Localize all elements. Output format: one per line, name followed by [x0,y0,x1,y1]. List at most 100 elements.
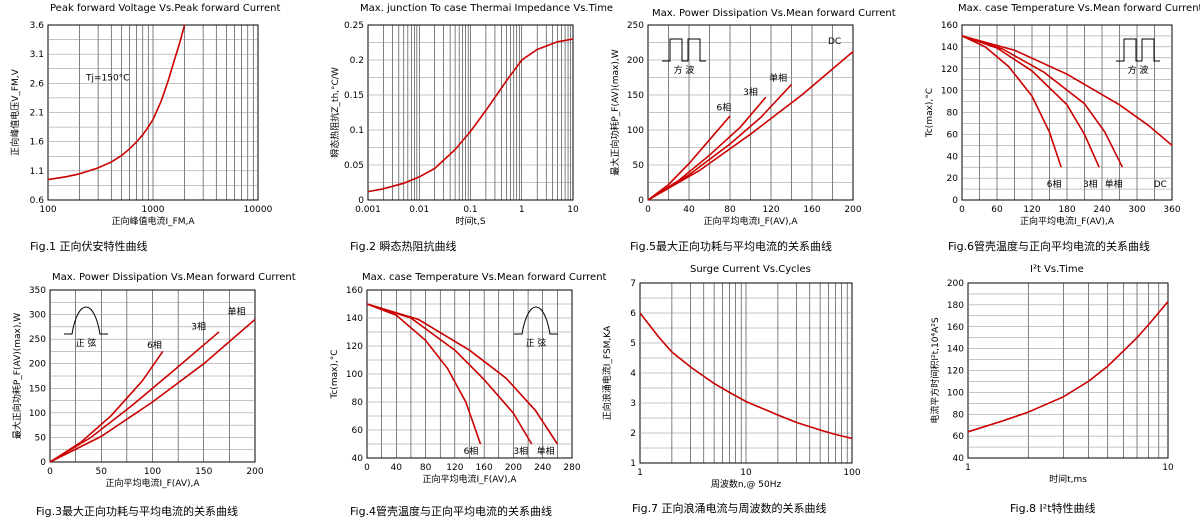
fig4-x-tick-label: 200 [505,463,522,473]
fig2-y-tick-label: 0.05 [344,161,364,171]
fig3-y-tick-label: 0 [40,458,46,468]
fig7-chart: 1 10 100 1 2 3 4 5 6 7 Surge Current Vs.Cycles 周波数n… [601,264,861,515]
fig3-inset-label: 正 弦 [76,337,97,349]
fig4-inset-waveform-icon [514,306,558,335]
fig4-chart: 0 40 80 120 160 200 240 280406080100120140160Ma… [330,272,607,518]
fig5-series-label: 3相 [743,86,758,98]
fig1-y-tick-label: 0.6 [30,196,45,206]
fig6-x-tick-label: 60 [991,205,1003,215]
fig2-y-tick-label: 0.15 [344,91,364,101]
fig5-series-label: 6相 [716,101,731,113]
fig2-caption: Fig.2 瞬态热阻抗曲线 [350,239,457,253]
fig3-y-tick-label: 100 [29,409,46,419]
fig4-y-tick-label: 120 [346,342,363,352]
fig5-series-label: DC [828,37,841,47]
fig4-y-tick-label: 160 [346,286,363,296]
fig8-caption: Fig.8 I²t特性曲线 [1010,501,1096,515]
fig1-y-label: 正向峰值电压V_FM,V [9,68,21,155]
fig6-series-label: 单相 [1105,178,1123,190]
fig6-series-line-4 [961,35,1173,146]
fig3-y-tick-label: 300 [29,311,46,321]
fig6-y-tick-label: 0 [952,196,958,206]
fig4-x-tick-label: 120 [446,463,463,473]
fig8-y-tick-label: 100 [947,388,964,398]
fig7-title: Surge Current Vs.Cycles [690,264,811,275]
fig6-series-line-3 [961,35,1124,168]
fig4-x-tick-label: 160 [476,463,493,473]
fig7-x-tick-label: 1 [637,468,643,478]
fig1-chart: 100 1000 10000 0.6 1.1 1.6 2.1 2.6 3.1 3.6 Peak fo… [9,3,280,253]
fig5-y-tick-label: 0 [638,196,644,206]
fig5-y-tick-label: 150 [627,91,644,101]
fig5-series-line-3 [647,83,793,201]
fig5-x-tick-label: 80 [724,205,736,215]
fig4-title: Max. case Temperature Vs.Mean forward Cu… [362,272,607,283]
fig2-x-label: 时间t,S [455,215,485,227]
fig2-x-tick-label: 0.001 [355,205,381,215]
fig6-y-tick-label: 120 [941,65,958,75]
fig3-y-tick-label: 200 [29,360,46,370]
fig2-chart: 0.001 0.01 0.1 1 10 0 0.05 0.1 0.15 0.2 0.25 Max. j… [329,3,613,253]
fig4-series-label: 3相 [513,445,528,457]
fig4-x-tick-label: 80 [420,463,432,473]
fig1-y-tick-label: 1.6 [30,138,45,148]
fig6-x-label: 正向平均电流I_F(AV),A [1020,215,1115,227]
fig7-y-tick-label: 2 [630,429,636,439]
fig4-series-line-3 [366,303,559,445]
fig1-y-tick-label: 1.1 [30,167,44,177]
fig5-x-tick-label: 40 [683,205,695,215]
fig4-caption: Fig.4管壳温度与正向平均电流的关系曲线 [350,504,552,518]
fig3-x-tick-label: 0 [47,467,53,477]
fig8-y-tick-label: 40 [953,454,965,464]
fig5-y-tick-label: 100 [627,126,644,136]
fig1-y-tick-label: 3.1 [30,50,44,60]
fig6-x-tick-label: 300 [1128,205,1145,215]
fig3-y-tick-label: 50 [35,433,47,443]
fig4-y-tick-label: 40 [352,454,364,464]
fig1-y-tick-label: 3.6 [30,21,45,31]
fig5-x-tick-label: 200 [844,205,861,215]
fig6-y-tick-label: 40 [947,152,959,162]
fig6-title: Max. case Temperature Vs.Mean forward Cu… [958,3,1200,14]
fig4-series-label: 6相 [464,445,479,457]
fig2-y-tick-label: 0.2 [350,56,364,66]
fig7-y-tick-label: 3 [630,399,636,409]
fig3-x-tick-label: 50 [96,467,108,477]
fig5-y-tick-label: 250 [627,21,644,31]
fig6-y-label: Tc(max),°C [925,88,935,138]
fig3-x-tick-label: 200 [246,467,263,477]
fig3-y-tick-label: 250 [29,335,46,345]
fig5-caption: Fig.5最大正向功耗与平均电流的关系曲线 [630,239,832,253]
fig8-y-tick-label: 80 [953,410,965,420]
fig6-y-tick-label: 140 [941,43,958,53]
fig7-caption: Fig.7 正向浪涌电流与周波数的关系曲线 [632,501,827,515]
fig4-y-tick-label: 60 [352,426,364,436]
fig7-x-tick-label: 100 [843,468,860,478]
fig6-caption: Fig.6管壳温度与正向平均电流的关系曲线 [948,239,1150,253]
fig5-inset-waveform-icon [662,38,706,62]
fig5-series-line-4 [647,50,854,201]
fig2-title: Max. junction To case Thermai Impedance … [360,3,613,14]
fig4-x-tick-label: 280 [563,463,580,473]
fig4-y-tick-label: 100 [346,370,363,380]
fig8-title: I²t Vs.Time [1030,264,1084,275]
fig3-series-line-2 [49,331,220,463]
fig3-y-label: 最大正向功耗P_F(AV)(max),W [11,313,23,439]
fig3-y-tick-label: 150 [29,384,46,394]
fig4-series-line-1 [366,303,482,445]
fig7-y-tick-label: 7 [630,279,636,289]
fig4-y-tick-label: 80 [352,398,364,408]
fig1-annotation: Tj=150°C [85,73,130,83]
fig1-x-tick-label: 1000 [142,205,165,215]
fig8-series-line-1 [967,301,1169,433]
fig3-series-line-3 [49,318,256,463]
fig7-x-label: 周波数n,@ 50Hz [711,478,782,490]
fig7-y-tick-label: 5 [630,339,636,349]
fig8-y-label: 电流平方时间积I²t,10⁴A²S [929,317,941,423]
fig3-x-tick-label: 150 [195,467,212,477]
fig2-y-tick-label: 0.1 [350,126,364,136]
fig6-y-tick-label: 20 [947,174,959,184]
fig6-inset-waveform-icon [1116,38,1160,62]
fig5-x-tick-label: 120 [762,205,779,215]
